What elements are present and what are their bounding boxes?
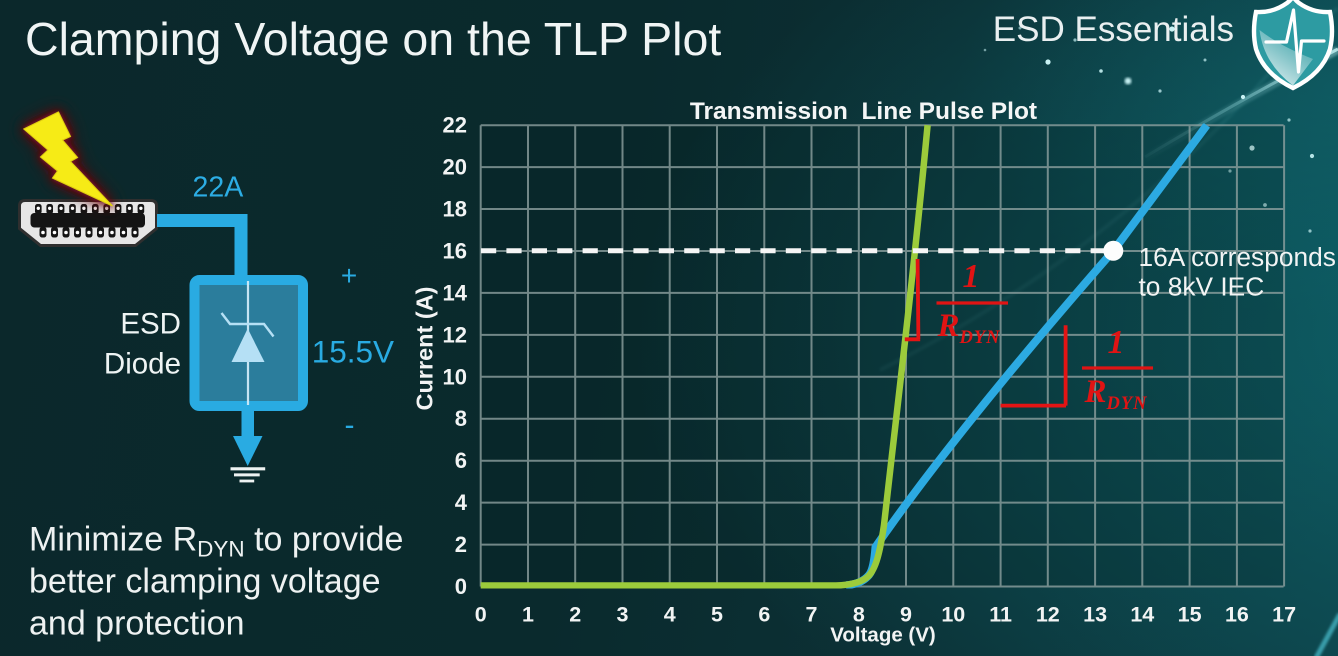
- svg-text:1: 1: [963, 258, 980, 295]
- svg-text:6: 6: [758, 603, 770, 627]
- svg-text:10: 10: [941, 603, 965, 627]
- svg-text:11: 11: [989, 603, 1012, 627]
- svg-text:22A: 22A: [193, 172, 244, 204]
- svg-text:22: 22: [443, 113, 467, 138]
- svg-text:7: 7: [806, 603, 818, 627]
- svg-text:20: 20: [443, 155, 467, 180]
- svg-text:15: 15: [1178, 603, 1202, 627]
- svg-text:Clamping Voltage on the TLP Pl: Clamping Voltage on the TLP Plot: [25, 13, 721, 65]
- svg-text:12: 12: [443, 322, 467, 347]
- svg-text:18: 18: [443, 197, 467, 222]
- svg-text:-: -: [345, 409, 355, 442]
- svg-text:8: 8: [853, 603, 865, 627]
- svg-text:Minimize RDYN to provide: Minimize RDYN to provide: [29, 521, 403, 562]
- svg-text:Diode: Diode: [104, 348, 181, 381]
- svg-text:Current (A): Current (A): [412, 286, 438, 410]
- svg-text:ESD: ESD: [120, 308, 181, 341]
- svg-text:Transmission Line Pulse Plot: Transmission Line Pulse Plot: [690, 98, 1037, 125]
- svg-text:8: 8: [455, 406, 467, 431]
- svg-text:6: 6: [455, 448, 467, 473]
- svg-text:0: 0: [475, 603, 487, 627]
- svg-text:12: 12: [1036, 603, 1060, 627]
- svg-text:Voltage (V): Voltage (V): [830, 624, 936, 647]
- svg-text:1: 1: [522, 603, 534, 627]
- svg-text:ESD Essentials: ESD Essentials: [993, 10, 1234, 49]
- svg-text:14: 14: [1130, 603, 1154, 627]
- svg-text:9: 9: [900, 603, 912, 627]
- svg-text:2: 2: [569, 603, 581, 627]
- svg-text:2: 2: [455, 532, 467, 557]
- svg-text:16: 16: [1225, 603, 1249, 627]
- svg-text:3: 3: [617, 603, 629, 627]
- svg-text:1: 1: [1108, 324, 1125, 361]
- svg-text:16A corresponds: 16A corresponds: [1139, 242, 1336, 272]
- svg-text:13: 13: [1083, 603, 1107, 627]
- svg-text:and protection: and protection: [29, 605, 245, 643]
- svg-text:15.5V: 15.5V: [312, 334, 394, 370]
- svg-text:16: 16: [443, 239, 467, 264]
- svg-text:+: +: [341, 260, 357, 291]
- svg-text:4: 4: [664, 603, 676, 627]
- svg-text:10: 10: [443, 364, 467, 389]
- svg-text:14: 14: [443, 280, 468, 305]
- svg-text:5: 5: [711, 603, 723, 627]
- svg-text:4: 4: [455, 490, 468, 515]
- svg-text:17: 17: [1272, 603, 1296, 627]
- svg-text:0: 0: [455, 574, 467, 599]
- svg-text:better clamping voltage: better clamping voltage: [29, 563, 381, 601]
- svg-text:to 8kV IEC: to 8kV IEC: [1139, 272, 1265, 302]
